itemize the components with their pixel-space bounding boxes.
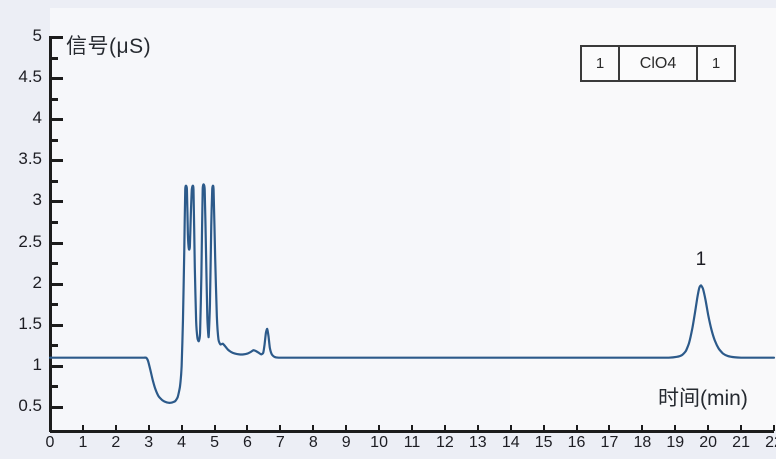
x-tick: [707, 425, 710, 431]
y-tick-major: [52, 241, 63, 245]
x-tick: [312, 425, 315, 431]
y-tick-minor: [52, 385, 58, 389]
y-tick-minor: [52, 97, 58, 101]
y-tick-major: [52, 159, 63, 163]
x-tick-label: 5: [210, 434, 219, 451]
y-tick-major: [52, 364, 63, 368]
y-tick-major: [52, 118, 63, 122]
x-tick: [608, 425, 611, 431]
y-tick-label: 3: [32, 190, 42, 210]
y-tick-major: [52, 323, 63, 327]
y-tick-label: 1.5: [18, 313, 42, 333]
x-tick-label: 10: [370, 434, 388, 451]
x-tick-label: 9: [341, 434, 351, 451]
x-tick-label: 16: [567, 434, 586, 451]
x-tick: [773, 425, 775, 431]
x-tick-label: 15: [534, 434, 553, 451]
y-axis-title: 信号(μS): [66, 35, 152, 58]
x-tick: [740, 425, 743, 431]
x-tick: [575, 425, 578, 431]
x-tick-label: 13: [468, 434, 487, 451]
x-axis-line: [50, 430, 774, 433]
legend-box: 1 ClO4 1: [580, 45, 736, 82]
x-tick: [49, 425, 51, 431]
x-tick-label: 18: [633, 434, 652, 451]
y-tick-minor: [52, 303, 58, 307]
x-tick-label: 11: [403, 434, 421, 451]
peak-label-clo4: 1: [695, 249, 707, 271]
y-tick-label: 3.5: [18, 149, 42, 169]
x-tick: [411, 425, 413, 431]
x-tick: [378, 425, 381, 431]
x-tick: [246, 425, 249, 431]
y-tick-minor: [52, 179, 58, 183]
y-tick-major: [52, 36, 63, 39]
x-tick-label: 12: [436, 434, 454, 451]
y-tick-minor: [52, 344, 58, 348]
y-tick-major: [52, 200, 63, 204]
x-tick: [641, 425, 644, 431]
x-tick-label: 1: [78, 434, 88, 451]
x-tick: [81, 425, 84, 431]
x-tick: [509, 425, 512, 431]
y-tick-minor: [52, 262, 58, 266]
legend-analyte-name: ClO4: [618, 47, 698, 80]
y-tick-label: 2.5: [18, 231, 42, 251]
legend-right-index: 1: [711, 55, 721, 72]
x-tick: [147, 425, 150, 431]
legend-left-index: 1: [595, 55, 605, 72]
x-tick-label: 0: [45, 434, 55, 451]
x-tick: [279, 425, 282, 431]
y-tick-label: 1: [32, 354, 42, 374]
y-tick-label: 4.5: [18, 67, 42, 87]
x-tick: [542, 425, 545, 431]
y-tick-major: [52, 406, 63, 409]
x-tick: [674, 425, 677, 431]
x-axis-title: 时间(min): [658, 387, 748, 410]
x-tick: [476, 425, 479, 431]
x-tick-label: 8: [308, 434, 318, 451]
y-tick-minor: [52, 56, 58, 60]
y-tick-label: 4: [32, 108, 42, 128]
x-tick-label: 21: [732, 434, 750, 451]
x-tick: [114, 425, 117, 431]
x-tick-label: 7: [275, 434, 285, 451]
y-tick-minor: [52, 221, 58, 224]
y-tick-major: [52, 77, 63, 81]
x-tick: [443, 425, 446, 431]
y-tick-major: [52, 282, 63, 286]
y-tick-minor: [52, 138, 58, 142]
x-tick-label: 2: [111, 434, 121, 451]
x-tick-label: 22: [765, 434, 776, 451]
x-tick-label: 17: [600, 434, 619, 451]
x-tick-label: 6: [243, 434, 252, 451]
x-tick-label: 14: [501, 434, 520, 451]
x-tick-label: 19: [666, 434, 685, 451]
y-tick-label: 0.5: [18, 396, 42, 415]
y-tick-label: 5: [32, 26, 42, 45]
x-tick-label: 20: [699, 434, 718, 451]
y-axis-line: [49, 36, 52, 432]
x-tick: [180, 425, 183, 431]
x-tick: [345, 425, 348, 431]
y-tick-label: 2: [32, 272, 42, 292]
x-tick-label: 3: [144, 434, 154, 451]
x-tick: [213, 425, 216, 431]
x-tick-label: 4: [177, 434, 187, 451]
chromatogram-trace-path: [48, 183, 776, 404]
